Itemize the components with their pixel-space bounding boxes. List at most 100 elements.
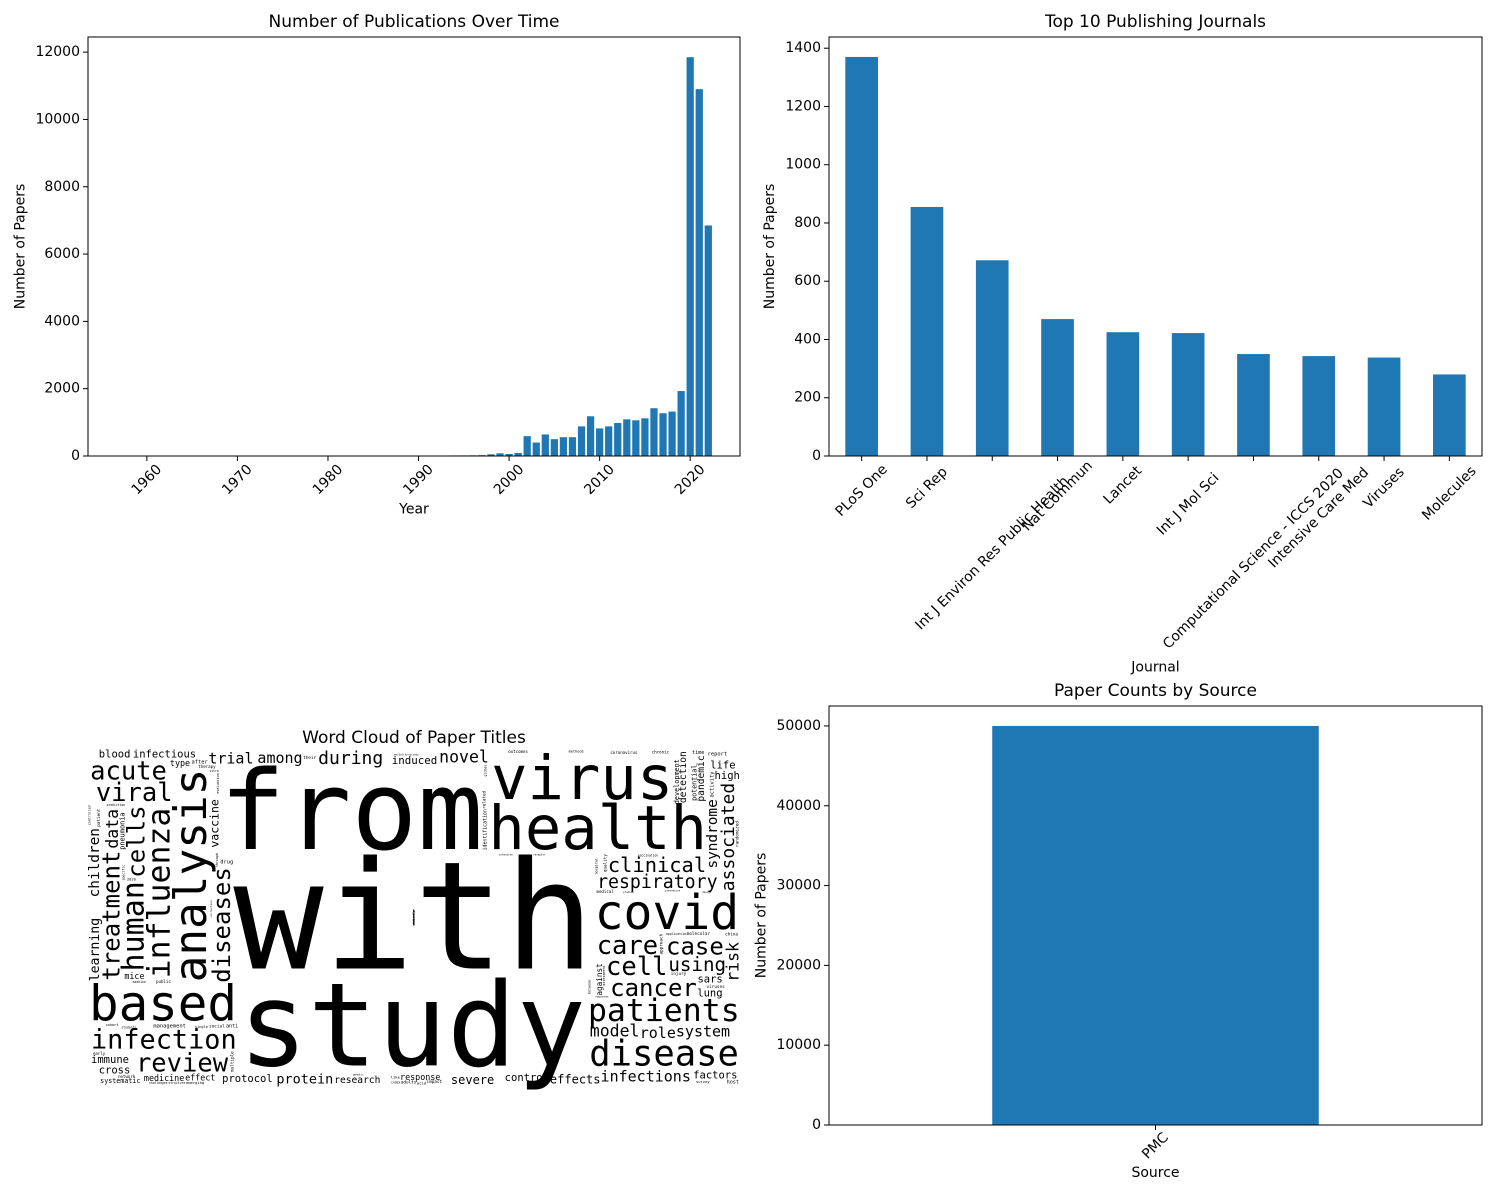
y-tick-label: 1000 xyxy=(785,157,821,173)
bar xyxy=(586,416,595,456)
word: randomized xyxy=(734,821,740,847)
word: disease xyxy=(589,1033,739,1074)
word: systematic xyxy=(100,1077,140,1085)
word: detection xyxy=(678,751,689,803)
x-tick-label: Molecules xyxy=(1419,463,1479,523)
word: risk xyxy=(724,942,743,982)
word: after xyxy=(191,759,208,765)
y-tick-label: 30000 xyxy=(776,878,821,894)
bar xyxy=(910,206,944,456)
word: time xyxy=(692,750,704,756)
word: anti xyxy=(226,1023,238,1029)
word: abstracts xyxy=(412,910,416,924)
word: association xyxy=(412,908,416,926)
word: during xyxy=(318,748,383,769)
y-axis-label: Number of Papers xyxy=(13,184,29,310)
word: health xyxy=(488,794,707,864)
y-tick-label: 10000 xyxy=(776,1037,821,1053)
word: identification xyxy=(483,809,489,850)
word: control xyxy=(505,1072,549,1084)
y-axis-label: Number of Papers xyxy=(762,184,778,310)
bar xyxy=(975,260,1009,456)
word: management xyxy=(153,1023,185,1029)
word: social xyxy=(209,1024,225,1030)
bar xyxy=(1433,374,1466,456)
word: expression xyxy=(412,909,416,925)
x-tick-label: Int J Mol Sci xyxy=(1154,470,1223,539)
word: assessment xyxy=(602,965,606,985)
bar xyxy=(677,391,685,456)
bar xyxy=(541,434,549,456)
word: associated xyxy=(718,783,739,891)
bar xyxy=(632,420,640,456)
word: protein xyxy=(276,1071,333,1087)
word: care xyxy=(597,931,658,961)
word: pneumonia xyxy=(118,812,126,849)
word: evaluation xyxy=(216,773,220,793)
word: cohort xyxy=(106,1023,119,1027)
word: hospital xyxy=(595,858,599,874)
word: syndrome xyxy=(705,799,721,868)
x-tick-label: 2010 xyxy=(581,462,618,499)
x-tick-label: Lancet xyxy=(1101,463,1146,508)
word: responses xyxy=(595,996,609,999)
y-tick-label: 2000 xyxy=(44,381,80,397)
word: blood xyxy=(99,749,131,761)
axes-frame xyxy=(87,36,741,457)
word: students xyxy=(121,1025,136,1029)
word: controlled xyxy=(88,805,92,825)
word: model xyxy=(590,1022,640,1041)
word: methods xyxy=(569,750,584,754)
word: respiratory xyxy=(597,872,717,893)
word: infectious xyxy=(133,749,196,761)
word: pandemic xyxy=(696,755,707,801)
word: treatment xyxy=(97,851,125,981)
word: molecular xyxy=(687,931,711,937)
word: adults xyxy=(401,1079,417,1085)
word: report xyxy=(708,752,727,758)
bar xyxy=(596,428,604,456)
word: lung xyxy=(697,988,722,1000)
bar xyxy=(1367,357,1401,456)
word: society xyxy=(408,752,419,756)
word: diseases xyxy=(208,867,236,983)
word: potential xyxy=(691,765,699,801)
word: specific xyxy=(122,865,126,881)
word: factors xyxy=(693,1070,737,1082)
x-tick-label: PLoS One xyxy=(833,462,891,520)
word: china xyxy=(725,932,738,938)
word: immune xyxy=(91,1054,129,1066)
bar xyxy=(659,413,667,456)
word: learning xyxy=(88,918,103,982)
bar xyxy=(695,89,703,456)
axes-frame xyxy=(828,36,1483,457)
word: review xyxy=(136,1049,229,1079)
word: protocol xyxy=(222,1073,273,1085)
y-tick-label: 1200 xyxy=(785,98,821,114)
word: from xyxy=(220,747,484,875)
x-tick-label: 2020 xyxy=(672,462,709,499)
word: human xyxy=(117,881,152,971)
x-tick-label: 1970 xyxy=(219,462,256,499)
word: multiple xyxy=(229,1051,235,1072)
bar xyxy=(550,439,558,456)
word: cross xyxy=(99,1065,131,1077)
y-tick-label: 0 xyxy=(71,448,80,464)
word: children xyxy=(87,828,103,897)
word: chronic xyxy=(652,750,670,755)
word: medical xyxy=(596,889,614,894)
word: intensive xyxy=(499,853,513,857)
bar xyxy=(1041,319,1074,456)
word: novel xyxy=(439,747,489,766)
word: through xyxy=(215,853,219,867)
bar xyxy=(1106,332,1140,456)
y-tick-label: 4000 xyxy=(44,313,80,329)
word: virus xyxy=(491,744,673,814)
x-tick-label: Intensive Care Med xyxy=(1265,465,1372,572)
word: development xyxy=(673,759,681,804)
word: covid xyxy=(595,885,740,941)
word: among xyxy=(257,749,302,767)
word: medicine xyxy=(144,1073,184,1083)
word: influenza xyxy=(142,808,178,979)
word: therapy xyxy=(198,764,216,769)
